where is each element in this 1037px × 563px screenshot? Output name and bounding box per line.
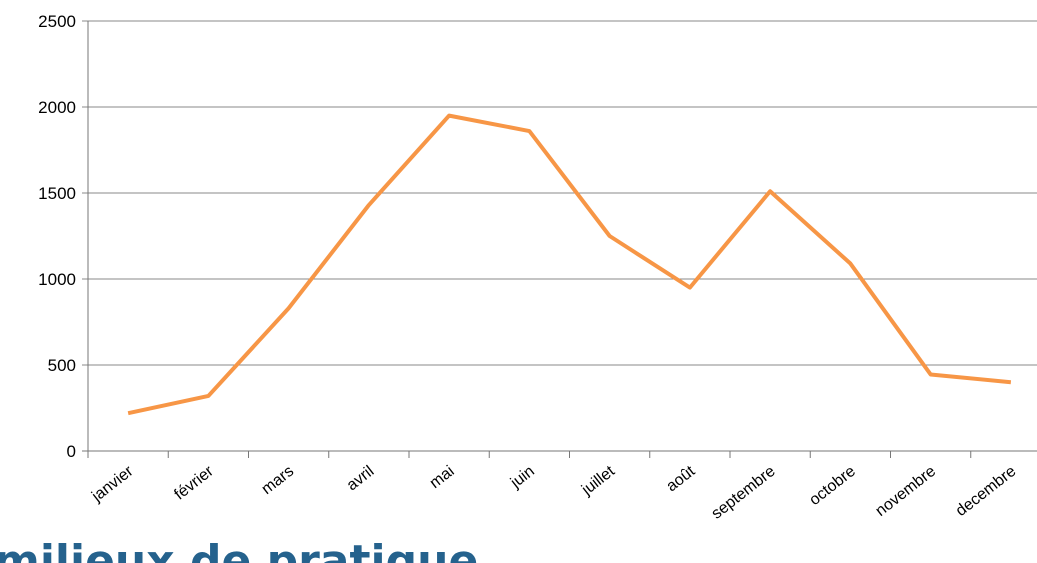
y-tick-label: 1500 bbox=[38, 184, 76, 203]
x-tick-label: janvier bbox=[88, 462, 137, 505]
x-tick-label: février bbox=[171, 462, 217, 503]
x-tick-label: decembre bbox=[953, 463, 1020, 520]
y-tick-label: 0 bbox=[67, 442, 76, 461]
y-tick-label: 2500 bbox=[38, 12, 76, 31]
x-tick-label: octobre bbox=[806, 463, 859, 509]
caption: milieux de pratique bbox=[0, 536, 478, 563]
x-tick-label: mars bbox=[259, 463, 297, 498]
x-tick-label: septembre bbox=[709, 463, 779, 523]
y-tick-label: 500 bbox=[48, 356, 76, 375]
y-tick-label: 2000 bbox=[38, 98, 76, 117]
x-tick-label: avril bbox=[344, 463, 378, 494]
line bbox=[127, 113, 1012, 416]
x-tick-label: juillet bbox=[578, 462, 618, 499]
x-tick-label: novembre bbox=[873, 463, 940, 520]
x-tick-label: mai bbox=[427, 463, 458, 492]
y-tick-label: 1000 bbox=[38, 270, 76, 289]
x-tick-label: août bbox=[663, 462, 698, 495]
x-tick-label: juin bbox=[507, 463, 538, 492]
